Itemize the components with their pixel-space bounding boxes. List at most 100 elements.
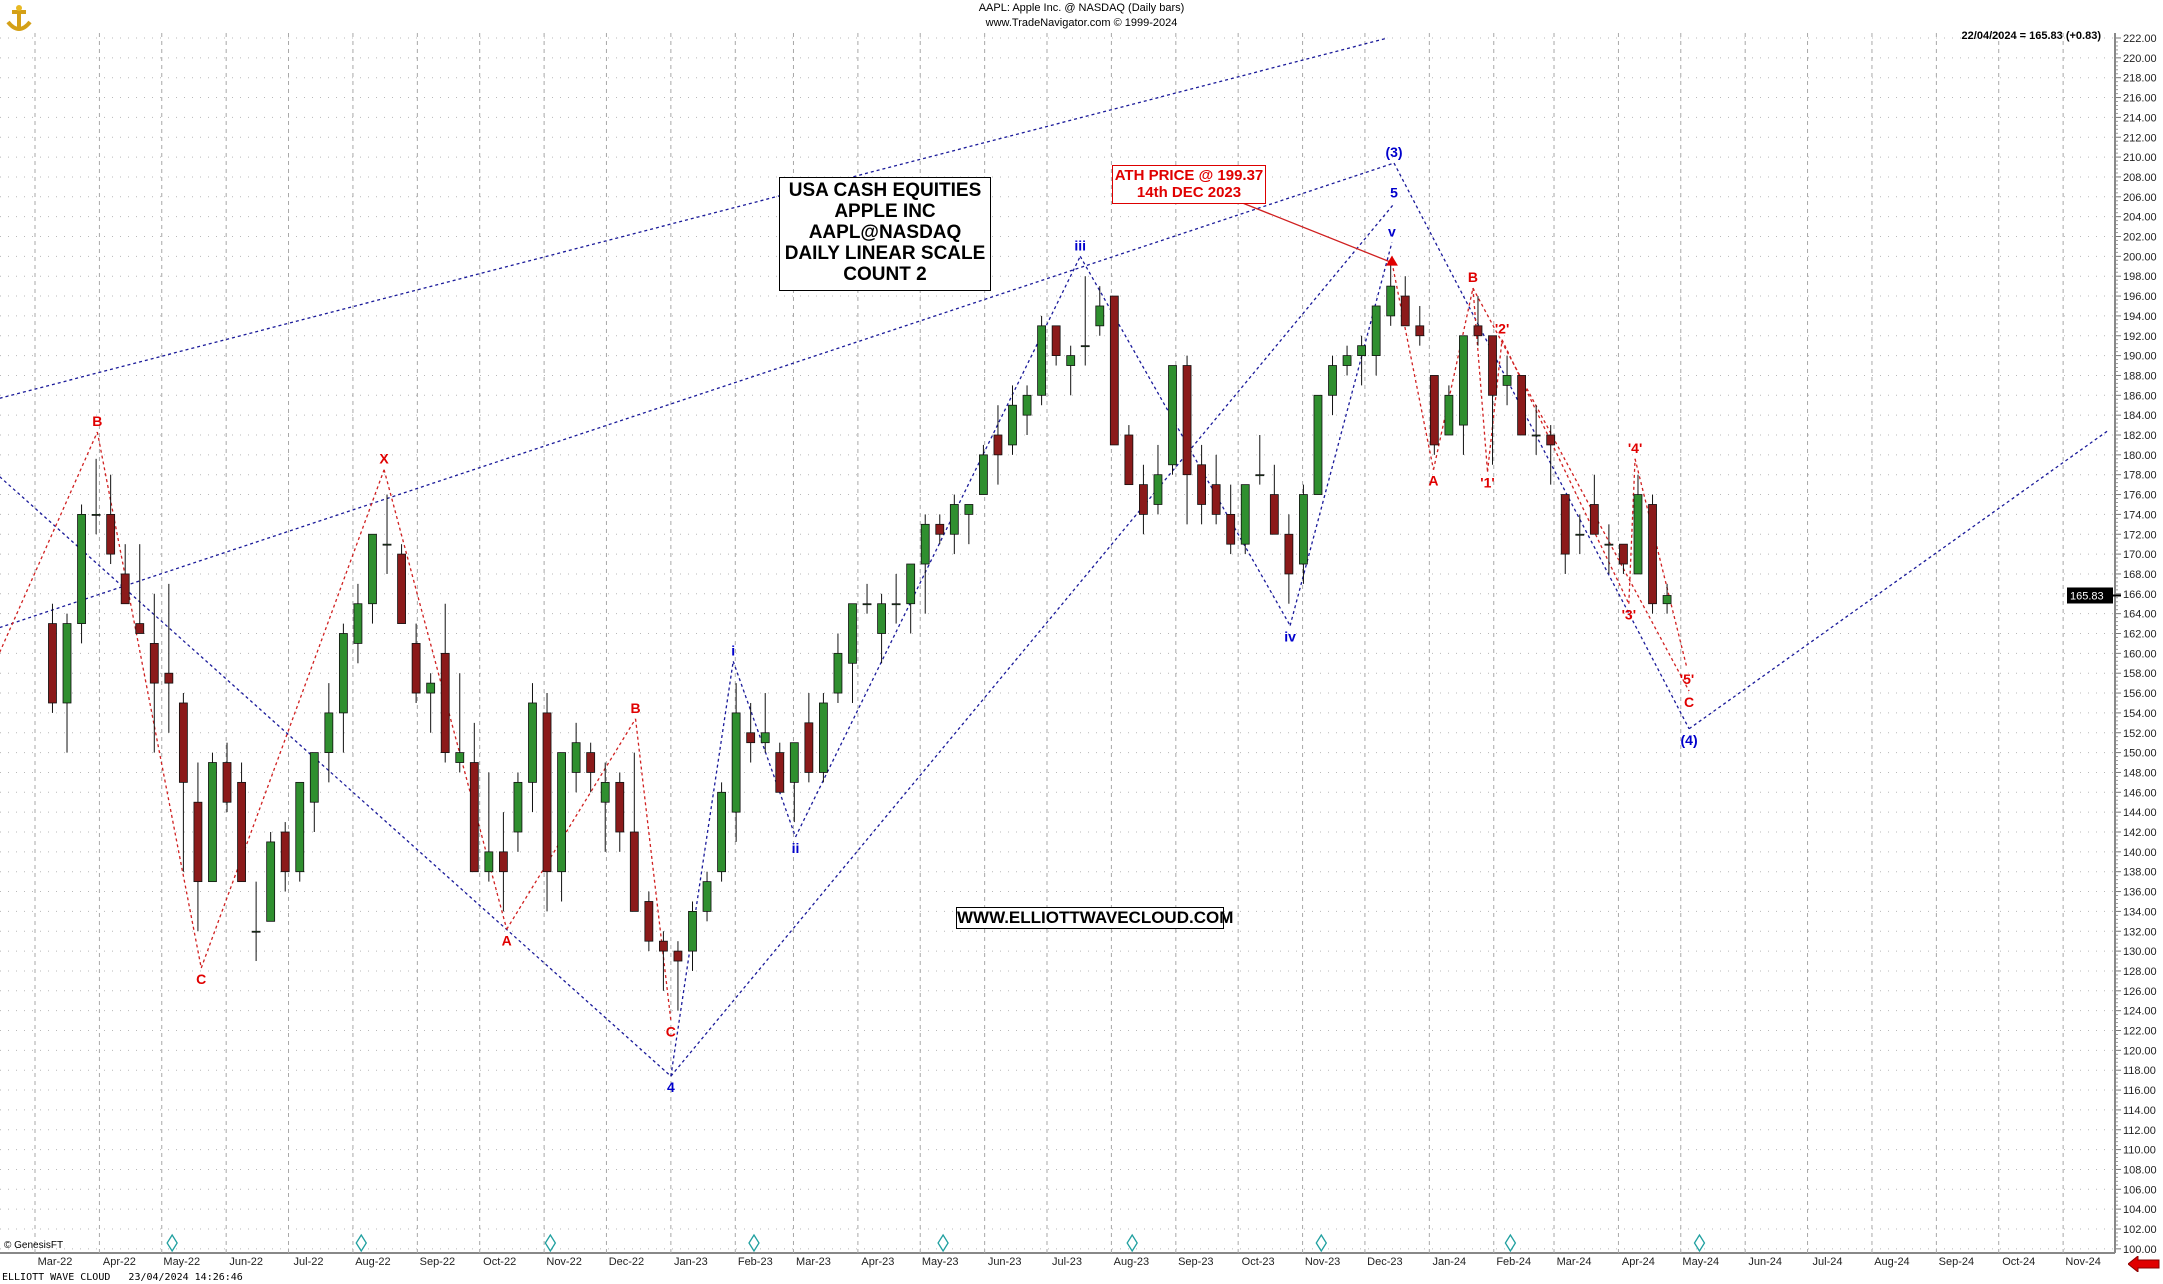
candle-down — [1051, 325, 1061, 357]
candle-up — [1313, 394, 1323, 495]
candle-down — [178, 702, 188, 783]
candle-down — [48, 623, 57, 704]
candle-down — [659, 940, 668, 952]
candle-up — [1604, 543, 1614, 546]
x-tick-label: Mar-22 — [38, 1256, 73, 1268]
website-text: WWW.ELLIOTTWAVECLOUD.COM — [957, 908, 1234, 927]
red-wave-line — [0, 431, 98, 653]
y-tick-label: 160.00 — [2123, 648, 2157, 660]
candle-down — [237, 781, 246, 883]
blue-wave-line — [1393, 162, 1690, 730]
chart-title: AAPL: Apple Inc. @ NASDAQ (Daily bars) — [978, 2, 1185, 14]
wave-label: A — [502, 932, 512, 948]
x-tick-label: Jul-23 — [1052, 1256, 1082, 1268]
candle-up — [1444, 394, 1454, 436]
candle-down — [1473, 325, 1483, 337]
wave-label: 5 — [1390, 185, 1398, 201]
y-tick-label: 136.00 — [2123, 887, 2157, 899]
y-tick-label: 162.00 — [2123, 629, 2157, 641]
y-tick-label: 108.00 — [2123, 1164, 2157, 1176]
ath-arrowhead-icon — [1385, 255, 1398, 266]
candle-down — [1429, 375, 1439, 446]
wave-label: iv — [1284, 629, 1296, 645]
y-tick-label: 202.00 — [2123, 232, 2157, 244]
y-tick-label: 216.00 — [2123, 93, 2157, 105]
chart-subtitle: www.TradeNavigator.com © 1999-2024 — [985, 17, 1178, 29]
y-tick-label: 116.00 — [2123, 1085, 2156, 1097]
scroll-left-arrow-icon[interactable] — [2127, 1254, 2160, 1274]
candle-up — [979, 454, 988, 495]
y-tick-label: 150.00 — [2123, 748, 2157, 760]
y-tick-label: 210.00 — [2123, 152, 2157, 164]
dividend-diamond-icon — [544, 1233, 557, 1253]
dividend-diamond-icon — [748, 1233, 760, 1253]
candle-up — [295, 781, 305, 873]
y-tick-label: 194.00 — [2123, 311, 2157, 323]
x-tick-label: Mar-24 — [1557, 1256, 1592, 1268]
wave-label: A — [1428, 473, 1438, 489]
y-tick-label: 118.00 — [2123, 1065, 2156, 1077]
candle-up — [731, 712, 741, 813]
blue-wave-line — [670, 661, 734, 1077]
candle-down — [164, 672, 174, 684]
y-tick-label: 198.00 — [2123, 271, 2157, 283]
info-line: APPLE INC — [834, 201, 936, 222]
candle-up — [571, 742, 581, 773]
candle-down — [1139, 484, 1148, 515]
candle-down — [1124, 434, 1134, 486]
candle-up — [906, 563, 916, 605]
candle-down — [775, 752, 785, 793]
y-tick-label: 220.00 — [2123, 53, 2157, 65]
candle-up — [455, 752, 465, 763]
candle-up — [251, 930, 261, 933]
y-tick-label: 114.00 — [2123, 1105, 2156, 1117]
red-wave-line — [1472, 288, 1489, 472]
candle-up — [338, 633, 348, 714]
candle-down — [1284, 533, 1294, 575]
x-tick-label: Sep-24 — [1939, 1256, 1974, 1268]
y-tick-label: 106.00 — [2123, 1184, 2157, 1196]
wave-label: C — [196, 971, 206, 987]
x-tick-label: Apr-22 — [103, 1256, 136, 1268]
x-tick-label: May-22 — [163, 1256, 200, 1268]
x-tick-label: Feb-23 — [738, 1256, 773, 1268]
candle-up — [1080, 345, 1090, 348]
y-tick-label: 110.00 — [2123, 1145, 2156, 1157]
y-tick-label: 100.00 — [2123, 1244, 2157, 1256]
candle-up — [1095, 305, 1105, 327]
x-tick-label: Dec-22 — [609, 1256, 644, 1268]
candle-down — [673, 950, 683, 962]
candle-up — [266, 841, 276, 922]
y-tick-label: 140.00 — [2123, 847, 2157, 859]
y-tick-label: 164.00 — [2123, 609, 2157, 621]
candle-down — [498, 851, 508, 873]
candle-up — [1240, 484, 1250, 545]
candle-up — [353, 603, 363, 644]
website-box: WWW.ELLIOTTWAVECLOUD.COM — [956, 907, 1233, 929]
candle-down — [1415, 325, 1425, 337]
y-tick-label: 158.00 — [2123, 668, 2157, 680]
candle-up — [891, 603, 901, 606]
x-tick-label: Oct-23 — [1242, 1256, 1275, 1268]
blue-wave-line — [1688, 429, 2110, 730]
candle-up — [1022, 394, 1032, 416]
candle-down — [1619, 543, 1628, 565]
candle-up — [1502, 375, 1512, 386]
x-tick-label: May-24 — [1682, 1256, 1719, 1268]
x-tick-label: Aug-24 — [1874, 1256, 1909, 1268]
last-price-readout: 22/04/2024 = 165.83 (+0.83) — [1961, 30, 2101, 42]
candle-down — [629, 831, 639, 912]
y-tick-label: 214.00 — [2123, 112, 2157, 124]
candle-down — [615, 781, 625, 833]
red-wave-line — [1472, 287, 1690, 692]
dividend-diamond-icon — [1126, 1233, 1138, 1253]
candle-up — [1459, 335, 1468, 426]
candle-down — [1517, 375, 1527, 436]
x-tick-label: Aug-23 — [1114, 1256, 1149, 1268]
red-wave-line — [634, 718, 672, 1021]
info-line: USA CASH EQUITIES — [788, 180, 982, 201]
candle-down — [397, 553, 406, 624]
candle-up — [1371, 305, 1381, 357]
y-tick-label: 208.00 — [2123, 172, 2157, 184]
y-tick-label: 126.00 — [2123, 986, 2157, 998]
